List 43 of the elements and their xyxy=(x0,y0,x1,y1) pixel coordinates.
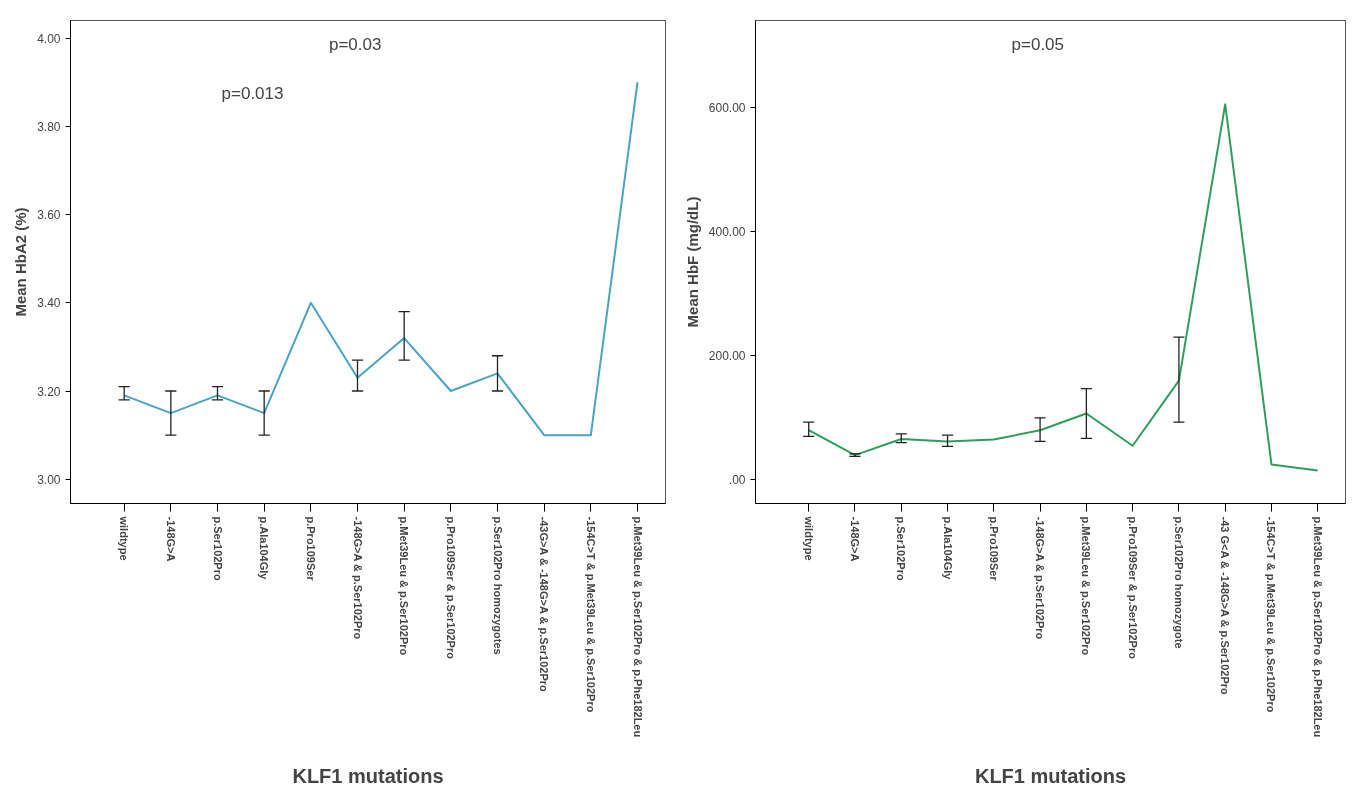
x-tick-label: p.Pro109Ser & p.Ser102Pro xyxy=(1126,516,1139,660)
y-tick-label: 3.00 xyxy=(37,472,61,487)
x-axis-title: KLF1 mutations xyxy=(292,765,444,788)
x-tick-label: p.Met39Leu & p.Ser102Pro xyxy=(1080,516,1093,656)
y-tick-label: .00 xyxy=(728,473,746,488)
y-tick-label: 3.60 xyxy=(37,208,61,223)
line-series xyxy=(123,81,639,437)
y-tick-label: 200.00 xyxy=(708,349,746,364)
x-tick-label: p.Pro109Ser & p.Ser102Pro xyxy=(444,516,457,660)
x-tick-label: -148G>A & p.Ser102Pro xyxy=(351,516,364,640)
x-axis-title: KLF1 mutations xyxy=(974,765,1127,788)
annotation: p=0.03 xyxy=(328,35,382,55)
x-tick-label: -43 G<A & -148G>A & p.Ser102Pro xyxy=(1219,516,1232,696)
x-tick-label: p.Met39Leu & p.Ser102Pro xyxy=(398,516,411,656)
x-tick-label: p.Pro109Ser xyxy=(304,516,317,582)
y-tick-label: 3.20 xyxy=(37,384,61,399)
x-tick-label: -148G>A xyxy=(164,516,177,562)
x-tick-label: p.Ala104Gly xyxy=(258,516,271,581)
y-tick-label: 3.40 xyxy=(37,296,61,311)
x-tick-label: p.Pro109Ser xyxy=(987,516,1000,582)
x-tick-label: -148G>A & p.Ser102Pro xyxy=(1034,516,1047,640)
x-tick-label: p.Ser102Pro xyxy=(211,516,224,581)
x-tick-label: -154C>T & p.Met39Leu & p.Ser102Pro xyxy=(584,516,597,713)
y-tick-label: 3.80 xyxy=(37,119,61,134)
x-tick-label: p.Ser102Pro homozygote xyxy=(1172,516,1185,649)
x-tick-label: wildtype xyxy=(802,515,815,561)
x-tick-label: -154C>T & p.Met39Leu & p.Ser102Pro xyxy=(1265,516,1278,713)
x-tick-label: -148G>A xyxy=(848,516,861,562)
x-tick-label: p.Ala104Gly xyxy=(941,516,954,581)
y-axis-title: Mean HbF (mg/dL) xyxy=(683,196,701,328)
annotation: p=0.013 xyxy=(221,83,284,103)
annotation: p=0.05 xyxy=(1011,35,1065,55)
x-tick-label: -43G>A & -148G>A & p.Ser102Pro xyxy=(538,516,551,693)
y-tick-label: 4.00 xyxy=(37,31,61,46)
line-series xyxy=(807,103,1319,472)
x-tick-label: p.Ser102Pro xyxy=(895,516,908,581)
x-tick-label: wildtype xyxy=(118,515,131,561)
x-tick-label: p.Met39Leu & p.Ser102Pro & p.Phe182Leu xyxy=(1311,516,1324,738)
y-axis-title: Mean HbA2 (%) xyxy=(12,207,30,317)
y-tick-label: 400.00 xyxy=(708,225,746,240)
x-tick-label: p.Met39Leu & p.Ser102Pro & p.Phe182Leu xyxy=(631,516,644,738)
y-tick-label: 600.00 xyxy=(708,100,746,115)
x-tick-label: p.Ser102Pro homozygotes xyxy=(491,516,504,655)
